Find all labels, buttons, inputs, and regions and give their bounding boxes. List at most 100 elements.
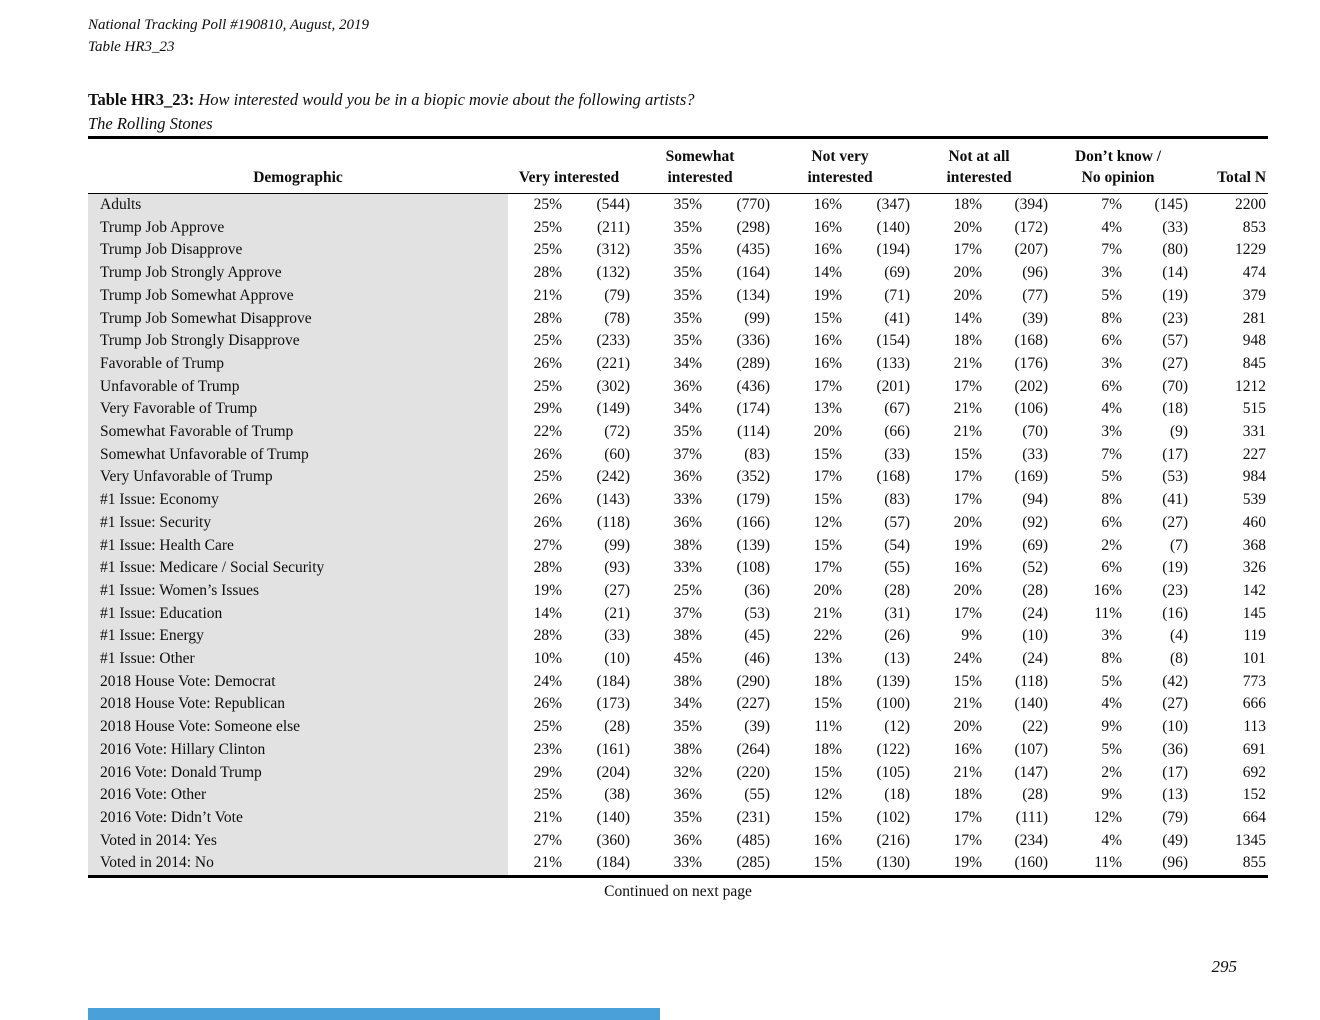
somewhat-interested-count: (289) — [736, 354, 771, 372]
not-very-interested-pct: 12% — [813, 786, 843, 804]
dont-know-pct: 6% — [1101, 332, 1123, 350]
very-interested-pct: 25% — [533, 332, 562, 350]
not-at-all-interested-pct: 17% — [953, 377, 983, 395]
not-at-all-interested-count: (169) — [1014, 468, 1049, 486]
dont-know-count: (49) — [1162, 831, 1189, 849]
somewhat-interested-count: (770) — [736, 196, 771, 213]
not-very-interested-count: (71) — [884, 286, 911, 304]
dont-know-pct: 7% — [1101, 196, 1123, 213]
very-interested-pct: 25% — [533, 718, 562, 736]
somewhat-interested-count: (290) — [736, 672, 771, 690]
demographic-cell: 2016 Vote: Donald Trump — [88, 761, 508, 785]
not-very-interested-count: (12) — [884, 718, 911, 736]
demographic-cell: #1 Issue: Energy — [88, 625, 508, 649]
somewhat-interested-pct: 35% — [673, 196, 703, 213]
not-very-interested-pct: 12% — [813, 513, 843, 531]
somewhat-interested-pct: 34% — [673, 354, 703, 372]
very-interested-pct: 28% — [533, 264, 562, 282]
document-header: National Tracking Poll #190810, August, … — [88, 14, 369, 58]
table-row: Trump Job Somewhat Disapprove 28% (78) 3… — [88, 307, 1268, 331]
total-n-cell: 227 — [1242, 445, 1267, 463]
very-interested-count: (38) — [604, 786, 631, 804]
table-header-row: Demographic Very interested Somewhat int… — [88, 137, 1269, 194]
dont-know-pct: 6% — [1101, 377, 1123, 395]
dont-know-count: (79) — [1162, 808, 1189, 826]
table-row: Very Favorable of Trump 29% (149) 34% (1… — [88, 398, 1268, 422]
somewhat-interested-pct: 35% — [673, 332, 703, 350]
somewhat-interested-pct: 36% — [673, 786, 703, 804]
table-row: Trump Job Strongly Disapprove 25% (233) … — [88, 330, 1268, 353]
not-very-interested-count: (130) — [842, 852, 911, 879]
very-interested-pct: 26% — [533, 445, 562, 463]
table-row: Voted in 2014: Yes 27% (360) 36% (485) 1… — [88, 829, 1268, 853]
table-row: Trump Job Strongly Approve 28% (132) 35%… — [88, 262, 1268, 285]
very-interested-count: (143) — [596, 491, 631, 509]
total-n-cell: 2200 — [1235, 196, 1267, 213]
poll-results-table: Demographic Very interested Somewhat int… — [88, 136, 1269, 879]
not-at-all-interested-count: (106) — [1014, 400, 1049, 418]
somewhat-interested-count: (435) — [736, 241, 771, 259]
total-n-cell: 331 — [1242, 423, 1267, 441]
not-at-all-interested-pct: 20% — [953, 286, 983, 304]
total-n-cell: 1212 — [1235, 377, 1267, 395]
total-n-cell: 515 — [1242, 400, 1267, 418]
not-at-all-interested-count: (22) — [1022, 718, 1049, 736]
demographic-cell: Trump Job Somewhat Approve — [88, 284, 508, 308]
dont-know-count: (53) — [1162, 468, 1189, 486]
somewhat-interested-pct: 33% — [673, 559, 703, 577]
very-interested-pct: 21% — [508, 852, 562, 879]
not-at-all-interested-count: (24) — [1022, 604, 1049, 622]
not-at-all-interested-count: (39) — [1022, 309, 1049, 327]
table-row: #1 Issue: Health Care 27% (99) 38% (139)… — [88, 534, 1268, 558]
total-n-cell: 474 — [1242, 264, 1267, 282]
not-at-all-interested-pct: 20% — [953, 513, 983, 531]
very-interested-pct: 25% — [533, 241, 562, 259]
dont-know-count: (27) — [1162, 695, 1189, 713]
not-at-all-interested-count: (234) — [1014, 831, 1049, 849]
not-very-interested-pct: 16% — [813, 354, 843, 372]
not-very-interested-pct: 15% — [813, 695, 843, 713]
not-at-all-interested-count: (176) — [1014, 354, 1049, 372]
not-at-all-interested-pct: 9% — [961, 627, 983, 645]
dont-know-count: (70) — [1162, 377, 1189, 395]
not-very-interested-count: (28) — [884, 581, 911, 599]
somewhat-interested-count: (179) — [736, 491, 771, 509]
dont-know-count: (9) — [1169, 423, 1189, 441]
dont-know-pct: 11% — [1094, 604, 1123, 622]
not-very-interested-count: (194) — [876, 241, 911, 259]
not-very-interested-pct: 15% — [813, 309, 843, 327]
table-title: Table HR3_23: How interested would you b… — [88, 88, 695, 112]
total-n-cell: 984 — [1242, 468, 1267, 486]
very-interested-pct: 26% — [533, 491, 562, 509]
somewhat-interested-count: (436) — [736, 377, 771, 395]
somewhat-interested-count: (352) — [736, 468, 771, 486]
dont-know-count: (17) — [1162, 445, 1189, 463]
demographic-cell: Favorable of Trump — [88, 352, 508, 376]
dont-know-count: (10) — [1162, 718, 1189, 736]
not-at-all-interested-count: (147) — [1014, 763, 1049, 781]
demographic-cell: Very Unfavorable of Trump — [88, 466, 508, 490]
dont-know-pct: 8% — [1101, 309, 1123, 327]
very-interested-count: (544) — [596, 196, 631, 213]
demographic-cell: Unfavorable of Trump — [88, 375, 508, 399]
somewhat-interested-pct: 35% — [673, 808, 703, 826]
demographic-cell: #1 Issue: Other — [88, 648, 508, 671]
somewhat-interested-count: (36) — [744, 581, 771, 599]
dont-know-pct: 3% — [1101, 264, 1123, 282]
not-at-all-interested-count: (69) — [1022, 536, 1049, 554]
somewhat-interested-pct: 33% — [630, 852, 703, 879]
not-at-all-interested-count: (52) — [1022, 559, 1049, 577]
dont-know-count: (19) — [1162, 559, 1189, 577]
dont-know-pct: 12% — [1093, 808, 1123, 826]
not-at-all-interested-count: (77) — [1022, 286, 1049, 304]
not-very-interested-pct: 11% — [814, 718, 843, 736]
not-very-interested-count: (139) — [876, 672, 911, 690]
dont-know-count: (16) — [1162, 604, 1189, 622]
somewhat-interested-count: (227) — [736, 695, 771, 713]
not-at-all-interested-pct: 21% — [953, 400, 983, 418]
somewhat-interested-pct: 35% — [673, 241, 703, 259]
very-interested-pct: 25% — [533, 196, 562, 213]
total-n-cell: 101 — [1242, 650, 1267, 668]
total-n-cell: 119 — [1243, 627, 1267, 645]
not-very-interested-count: (102) — [876, 808, 911, 826]
